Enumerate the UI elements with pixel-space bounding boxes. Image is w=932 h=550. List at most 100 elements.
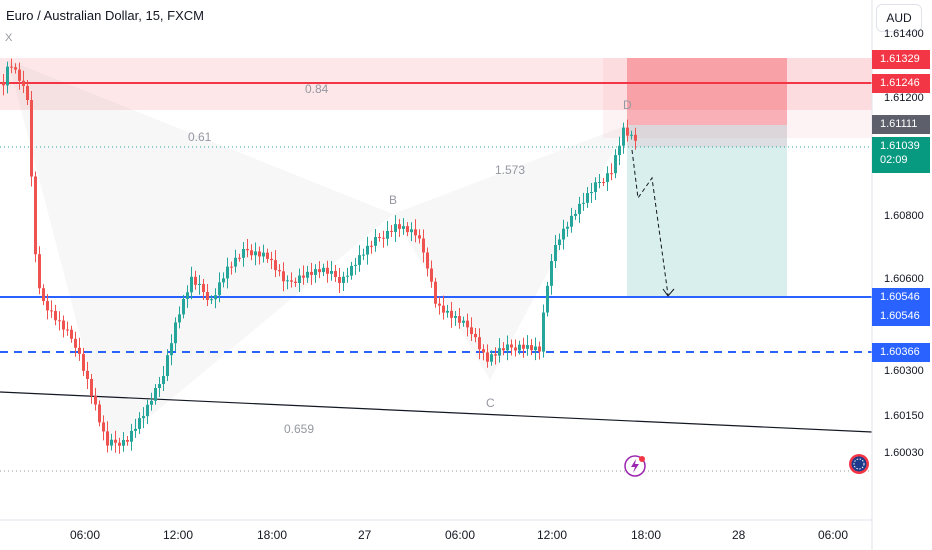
candle-body	[206, 292, 209, 300]
candle-body	[378, 237, 381, 238]
candle-body	[102, 422, 105, 432]
symbol-title: Euro / Australian Dollar, 15, FXCM	[6, 8, 204, 23]
candle-body	[586, 193, 589, 203]
candle-body	[126, 439, 129, 442]
candle-body	[42, 288, 45, 302]
candle-body	[226, 266, 229, 279]
ratio-label-bcd: 1.573	[495, 163, 526, 177]
entry-zone	[627, 125, 787, 147]
candle-body	[118, 442, 121, 446]
time-label: 12:00	[163, 528, 194, 542]
candle-body	[362, 254, 365, 256]
candle-body	[238, 257, 241, 259]
candle-body	[550, 261, 553, 286]
time-label: 06:00	[70, 528, 101, 542]
candle-body	[358, 255, 361, 265]
candle-body	[562, 228, 565, 240]
price-label: 1.60150	[884, 410, 924, 422]
candle-body	[450, 310, 453, 318]
ratio-label-xb: 0.84	[305, 82, 329, 96]
candle-body	[258, 251, 261, 257]
candle-body	[138, 418, 141, 429]
candle-body	[230, 266, 233, 268]
candle-body	[30, 100, 33, 177]
ratio-label-ab: 0.61	[188, 130, 212, 144]
candle-body	[274, 260, 277, 271]
candle-body	[582, 202, 585, 204]
candle-body	[134, 428, 137, 431]
time-label: 18:00	[257, 528, 288, 542]
trendline[interactable]	[0, 391, 873, 433]
candle-body	[462, 320, 465, 323]
price-label: 1.61400	[884, 28, 924, 40]
candle-body	[314, 269, 317, 275]
time-label: 06:00	[818, 528, 849, 542]
candle-body	[522, 344, 525, 349]
candle-body	[234, 257, 237, 267]
candle-body	[310, 271, 313, 275]
candle-body	[398, 224, 401, 229]
candle-body	[78, 347, 81, 354]
candle-body	[578, 203, 581, 214]
candle-body	[22, 80, 25, 86]
price-label: 1.60600	[884, 273, 924, 285]
candle-body	[66, 329, 69, 331]
candle-body	[18, 69, 21, 81]
price-label: 1.60300	[884, 365, 924, 377]
candle-body	[2, 83, 5, 86]
pattern-bcd	[393, 125, 627, 380]
candle-body	[142, 416, 145, 419]
price-label: 1.60800	[884, 210, 924, 222]
candle-body	[298, 275, 301, 283]
currency-button[interactable]: AUD	[876, 4, 922, 32]
projection-path	[631, 149, 669, 296]
lightning-icon[interactable]	[624, 455, 646, 482]
candle-body	[110, 439, 113, 446]
candle-body	[526, 345, 529, 349]
candle-body	[558, 239, 561, 245]
candle-body	[606, 173, 609, 182]
time-label: 27	[358, 528, 372, 542]
candle-body	[246, 249, 249, 251]
candle-body	[466, 320, 469, 328]
candle-body	[14, 67, 17, 70]
candle-body	[394, 224, 397, 232]
candles	[2, 58, 637, 454]
candle-body	[282, 271, 285, 282]
globe-icon[interactable]	[848, 453, 870, 480]
candle-body	[482, 349, 485, 353]
candle-body	[614, 155, 617, 174]
candle-body	[286, 280, 289, 282]
stop-loss-zone	[627, 58, 787, 125]
candle-body	[162, 376, 165, 384]
candle-body	[534, 346, 537, 351]
price-label: 1.61200	[884, 92, 924, 104]
candle-body	[98, 404, 101, 423]
candle-body	[338, 277, 341, 283]
candle-body	[158, 384, 161, 388]
candle-body	[498, 348, 501, 356]
candle-body	[270, 258, 273, 261]
candle-body	[422, 238, 425, 253]
candle-body	[518, 344, 521, 351]
candle-body	[322, 267, 325, 273]
candle-body	[602, 182, 605, 183]
candle-body	[330, 271, 333, 274]
candle-body	[262, 252, 265, 257]
candle-body	[554, 245, 557, 261]
candle-body	[10, 66, 13, 68]
candle-body	[566, 226, 569, 229]
candle-body	[454, 316, 457, 318]
candle-body	[406, 226, 409, 233]
candle-body	[542, 312, 545, 352]
candle-body	[90, 378, 93, 396]
candle-body	[178, 314, 181, 323]
candle-body	[218, 282, 221, 296]
candle-body	[186, 292, 189, 299]
point-d-label: D	[623, 98, 632, 112]
candle-body	[370, 245, 373, 247]
candle-body	[210, 299, 213, 301]
candle-body	[590, 192, 593, 194]
candle-body	[38, 254, 41, 289]
